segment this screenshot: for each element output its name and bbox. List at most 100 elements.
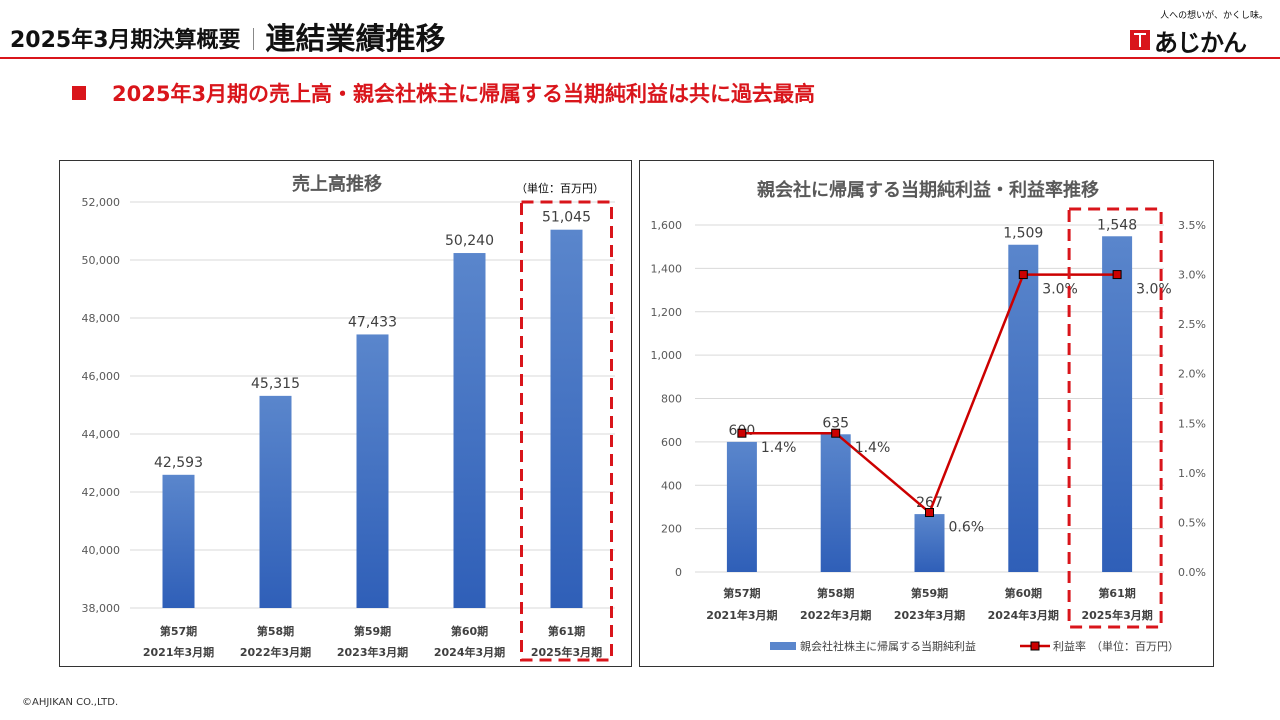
legend-line-marker [1030, 641, 1040, 651]
data-label: 51,045 [542, 210, 591, 226]
x-tick-label: 第61期 [1098, 586, 1135, 600]
margin-line [741, 273, 1118, 515]
x-tick-label: 第59期 [911, 586, 948, 600]
x-tick-label: 2024年3月期 [988, 608, 1059, 622]
data-label: 47,433 [348, 314, 397, 330]
x-tick-label: 2025年3月期 [1081, 608, 1152, 622]
y-tick-label-left: 1,000 [651, 349, 683, 362]
title-separator [252, 28, 254, 50]
y-tick-label: 46,000 [82, 370, 121, 383]
line-point [925, 508, 934, 518]
bar [356, 334, 389, 608]
line-point [831, 428, 841, 438]
bar [162, 474, 195, 608]
period-title: 2025年3月期決算概要 [10, 28, 241, 53]
x-tick-label: 2022年3月期 [240, 645, 311, 659]
section-title: 連結業績推移 [265, 22, 446, 57]
x-tick-label: 2021年3月期 [143, 645, 214, 659]
chart-title: 親会社に帰属する当期純利益・利益率推移 [757, 179, 1099, 201]
x-tick-label: 第58期 [257, 624, 294, 638]
page-header: 2025年3月期決算概要 連結業績推移 [10, 14, 446, 58]
bar [453, 253, 486, 608]
y-tick-label-right: 3.5% [1178, 219, 1206, 232]
square-bullet-icon [72, 86, 86, 100]
logo-wordmark: あじかん [1154, 29, 1247, 57]
y-tick-label-right: 0.5% [1178, 516, 1206, 529]
bar [1102, 236, 1133, 572]
headline-text: 2025年3月期の売上高・親会社株主に帰属する当期純利益は共に過去最高 [112, 82, 816, 106]
line-point [1018, 270, 1028, 280]
y-tick-label-left: 800 [661, 393, 682, 406]
y-tick-label-right: 1.5% [1178, 417, 1206, 430]
legend-bar-swatch [770, 642, 796, 650]
y-tick-label: 44,000 [82, 428, 121, 441]
profit-chart: 親会社に帰属する当期純利益・利益率推移 0 200 400 600 800 1,000 1,2… [651, 179, 1206, 653]
bar-data-label: 1,509 [1003, 226, 1043, 242]
highlight-box [1067, 207, 1163, 629]
x-tick-label: 2023年3月期 [894, 608, 965, 622]
x-tick-label: 第59期 [354, 624, 391, 638]
profit-chart-panel: 親会社に帰属する当期純利益・利益率推移 0 200 400 600 800 1,000 1,2… [639, 160, 1214, 667]
bar [820, 434, 851, 572]
bar [1008, 244, 1039, 572]
header-divider [0, 57, 1280, 59]
line-data-label: 1.4% [761, 440, 797, 456]
data-label: 42,593 [154, 455, 203, 471]
y-tick-label-left: 0 [675, 566, 682, 579]
copyright: ©AHJIKAN CO.,LTD. [22, 697, 119, 708]
y-tick-label-left: 1,200 [651, 306, 683, 319]
x-tick-label: 2023年3月期 [337, 645, 408, 659]
y-tick-label-right: 2.0% [1178, 368, 1206, 381]
y-tick-label-left: 400 [661, 479, 682, 492]
company-logo: 人への想いが、かくし味。 あじかん [1122, 8, 1272, 57]
data-label: 45,315 [251, 376, 300, 392]
bar-data-label: 635 [822, 415, 849, 431]
logo-mark-icon [1130, 30, 1150, 50]
y-tick-label-right: 2.5% [1178, 318, 1206, 331]
headline: 2025年3月期の売上高・親会社株主に帰属する当期純利益は共に過去最高 [72, 78, 815, 108]
line-data-label: 3.0% [1136, 282, 1172, 298]
y-tick-label-left: 200 [661, 523, 682, 536]
data-label: 50,240 [445, 233, 494, 249]
x-tick-label: 第57期 [160, 624, 197, 638]
bar-data-label: 1,548 [1097, 217, 1137, 233]
y-tick-label: 52,000 [82, 196, 121, 209]
x-tick-label: 2025年3月期 [531, 645, 602, 659]
bar [914, 514, 945, 572]
x-tick-label: 2022年3月期 [800, 608, 871, 622]
sales-chart-panel: 売上高推移 （単位：百万円） 38,000 40,000 42,000 44,000 46,… [59, 160, 632, 667]
y-tick-label-right: 3.0% [1178, 269, 1206, 282]
x-tick-label: 第60期 [1005, 586, 1042, 600]
legend-bar-label: 親会社社株主に帰属する当期純利益 [800, 639, 976, 653]
line-point [1112, 270, 1122, 280]
y-tick-label: 40,000 [82, 544, 121, 557]
chart-title: 売上高推移 [292, 173, 382, 195]
bar [259, 395, 292, 608]
y-tick-label: 38,000 [82, 602, 121, 615]
x-tick-label: 第57期 [723, 586, 760, 600]
unit-note: （単位：百万円） [1091, 639, 1179, 653]
y-tick-label-left: 1,600 [651, 219, 683, 232]
y-tick-label-right: 1.0% [1178, 467, 1206, 480]
line-point [737, 428, 747, 438]
x-tick-label: 第58期 [817, 586, 854, 600]
line-data-label: 1.4% [855, 440, 891, 456]
y-tick-label-left: 600 [661, 436, 682, 449]
bar [726, 441, 757, 572]
legend-line-label: 利益率 [1053, 639, 1086, 653]
line-data-label: 0.6% [949, 520, 985, 536]
sales-chart: 売上高推移 （単位：百万円） 38,000 40,000 42,000 44,000 46,… [82, 173, 615, 662]
highlight-box [520, 200, 613, 662]
x-tick-label: 第61期 [548, 624, 585, 638]
y-tick-label-left: 1,400 [651, 262, 683, 275]
bar [550, 229, 583, 608]
x-tick-label: 第60期 [451, 624, 488, 638]
y-tick-label: 42,000 [82, 486, 121, 499]
line-data-label: 3.0% [1042, 282, 1078, 298]
unit-note: （単位：百万円） [516, 181, 604, 195]
y-tick-label: 48,000 [82, 312, 121, 325]
x-tick-label: 2024年3月期 [434, 645, 505, 659]
x-tick-label: 2021年3月期 [706, 608, 777, 622]
y-tick-label-right: 0.0% [1178, 566, 1206, 579]
logo-tagline: 人への想いが、かくし味。 [1160, 11, 1268, 21]
